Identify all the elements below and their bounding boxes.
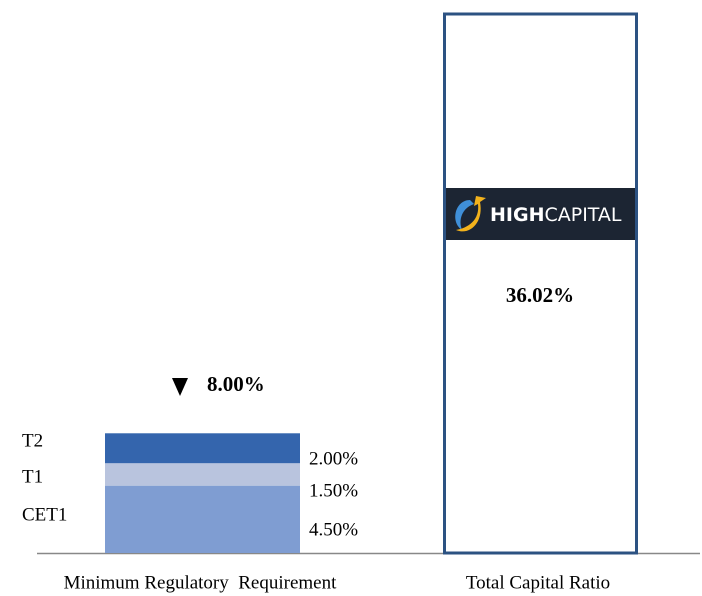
x-tick-label: Minimum Regulatory Requirement — [64, 572, 338, 593]
total-label: 8.00% — [207, 372, 265, 396]
logo-icon — [456, 196, 486, 232]
logo-text: HIGHCAPITAL — [490, 204, 622, 226]
total-bar — [443, 12, 638, 555]
logo-bold: HIGH — [490, 204, 544, 226]
logo-icon — [455, 200, 474, 230]
value-label: 1.50% — [309, 480, 358, 501]
bar-segment — [105, 463, 300, 486]
x-tick-label: Total Capital Ratio — [466, 572, 610, 593]
bar-segment — [105, 485, 300, 553]
total-marker — [172, 378, 188, 396]
value-label: 2.00% — [309, 448, 358, 469]
total-label: 36.02% — [506, 283, 574, 307]
bar-segment — [105, 433, 300, 464]
legend-label: T1 — [22, 466, 43, 487]
legend-label: T2 — [22, 430, 43, 451]
logo-light: CAPITAL — [544, 204, 621, 226]
legend-label: CET1 — [22, 504, 67, 525]
value-label: 4.50% — [309, 519, 358, 540]
